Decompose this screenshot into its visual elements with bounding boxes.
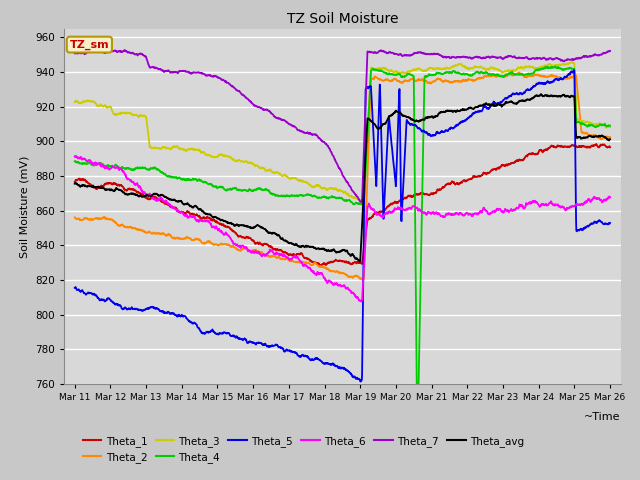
Text: ~Time: ~Time [584, 412, 621, 422]
Title: TZ Soil Moisture: TZ Soil Moisture [287, 12, 398, 26]
Text: TZ_sm: TZ_sm [70, 39, 109, 50]
Legend: Theta_1, Theta_2, Theta_3, Theta_4, Theta_5, Theta_6, Theta_7, Theta_avg: Theta_1, Theta_2, Theta_3, Theta_4, Thet… [79, 432, 528, 467]
Y-axis label: Soil Moisture (mV): Soil Moisture (mV) [20, 155, 29, 258]
